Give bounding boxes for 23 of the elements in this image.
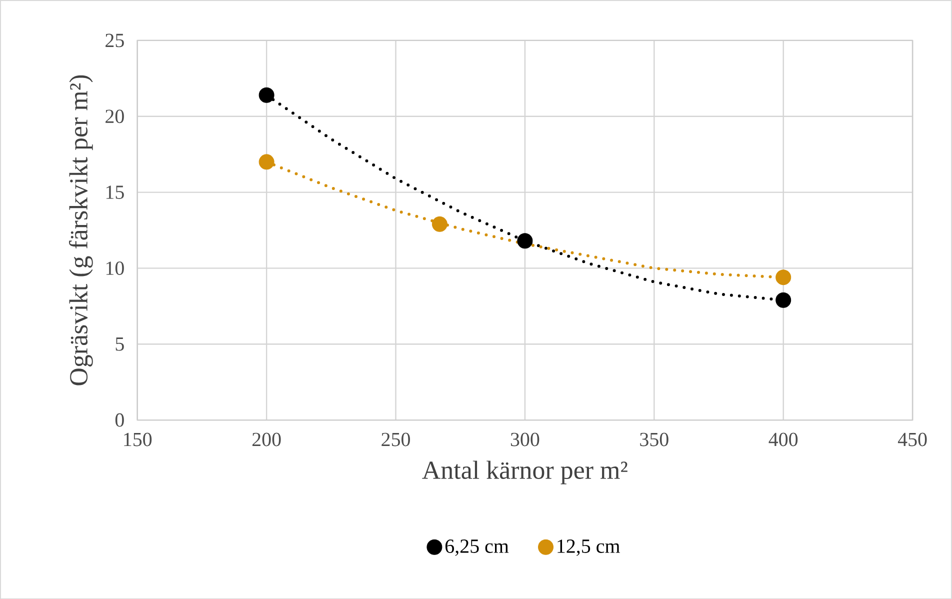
point [776, 292, 792, 308]
y-tick-label: 15 [106, 185, 124, 199]
x-tick-label: 150 [124, 432, 152, 446]
x-tick-label: 400 [768, 432, 798, 446]
legend-label: 12,5 cm [558, 539, 620, 556]
y-tick-label: 0 [115, 413, 124, 427]
x-axis-title: Antal kärnor per m² [422, 460, 628, 484]
x-tick-label: 200 [252, 432, 281, 446]
point [258, 87, 274, 103]
point [432, 216, 448, 232]
point [517, 232, 533, 248]
x-tick-label: 350 [640, 432, 668, 446]
y-tick-label: 20 [106, 109, 124, 123]
y-tick-label: 5 [116, 337, 124, 351]
point [258, 154, 274, 170]
y-axis-title: Ogräsvikt (g färskvikt per m²) [68, 75, 93, 386]
legend-label: 6,25 cm [445, 539, 509, 556]
y-tick-label: 10 [106, 261, 124, 275]
x-tick-label: 450 [898, 432, 927, 446]
point [776, 269, 792, 285]
x-tick-label: 300 [510, 432, 540, 446]
y-tick-label: 25 [106, 34, 124, 47]
x-tick-label: 250 [382, 432, 410, 446]
